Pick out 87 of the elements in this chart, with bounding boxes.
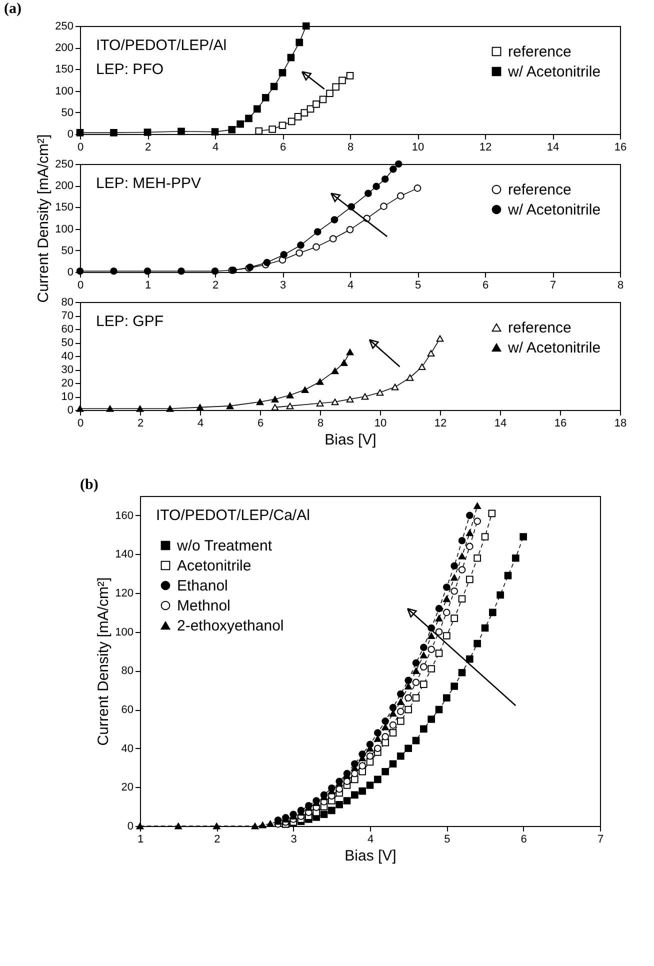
y-tick-label: 160 xyxy=(115,510,134,522)
x-tick-label: 2 xyxy=(214,834,220,846)
annotation: LEP: PFO xyxy=(96,61,164,78)
x-tick-label: 18 xyxy=(614,418,627,430)
y-tick-label: 20 xyxy=(61,378,74,390)
x-tick-label: 14 xyxy=(494,418,507,430)
y-tick-label: 150 xyxy=(55,64,74,76)
x-tick-label: 1 xyxy=(144,280,152,292)
y-tick-label: 0 xyxy=(67,128,74,140)
x-tick-label: 10 xyxy=(412,142,424,154)
x-tick-label: 14 xyxy=(546,142,560,154)
y-tick-label: 140 xyxy=(115,548,134,561)
x-tick-label: 6 xyxy=(520,834,527,846)
x-tick-label: 2 xyxy=(144,142,152,154)
y-tick-label: 150 xyxy=(55,202,74,214)
legend-label: w/ Acetonitrile xyxy=(507,64,601,80)
y-tick-label: 30 xyxy=(61,364,74,376)
x-tick-label: 3 xyxy=(280,280,286,292)
legend-label: Methnol xyxy=(177,598,230,614)
y-tick-label: 250 xyxy=(55,158,74,170)
x-tick-label: 12 xyxy=(434,418,447,430)
legend-label: 2-ethoxyethanol xyxy=(177,618,284,634)
legend-label: w/ Acetonitrile xyxy=(507,340,601,356)
y-tick-label: 80 xyxy=(121,665,134,678)
x-tick-label: 6 xyxy=(257,418,264,430)
annotation: LEP: MEH-PPV xyxy=(96,175,202,192)
x-tick-label: 8 xyxy=(617,280,624,292)
y-tick-label: 0 xyxy=(67,404,74,416)
y-tick-label: 70 xyxy=(61,310,74,322)
y-tick-label: 200 xyxy=(55,42,74,54)
y-tick-label: 10 xyxy=(61,391,74,403)
x-tick-label: 5 xyxy=(444,834,450,846)
x-tick-label: 8 xyxy=(347,142,354,154)
y-tick-label: 50 xyxy=(61,106,74,119)
annotation: ITO/PEDOT/LEP/Al xyxy=(96,37,227,54)
y-tick-label: 50 xyxy=(61,337,74,349)
x-tick-label: 8 xyxy=(317,418,324,430)
y-tick-label: 250 xyxy=(55,20,74,32)
x-tick-label: 1 xyxy=(137,834,144,846)
annotation: ITO/PEDOT/LEP/Ca/Al xyxy=(156,507,310,524)
x-tick-label: 4 xyxy=(347,280,354,292)
y-tick-label: 0 xyxy=(127,820,134,832)
y-tick-label: 40 xyxy=(121,742,134,755)
y-tick-label: 0 xyxy=(67,266,74,278)
legend-label: reference xyxy=(508,44,572,60)
y-tick-label: 20 xyxy=(121,782,134,794)
x-tick-label: 6 xyxy=(280,142,286,154)
chart-title: (b) xyxy=(80,477,98,493)
y-tick-label: 100 xyxy=(115,626,134,638)
x-tick-label: 10 xyxy=(374,418,387,430)
x-tick-label: 7 xyxy=(597,834,604,846)
y-tick-label: 100 xyxy=(55,85,74,98)
x-tick-label: 2 xyxy=(212,280,219,292)
x-tick-label: 4 xyxy=(367,834,374,846)
y-tick-label: 60 xyxy=(61,324,74,336)
x-tick-label: 3 xyxy=(290,834,297,846)
y-tick-label: 100 xyxy=(55,223,74,236)
x-tick-label: 0 xyxy=(77,142,84,154)
x-tick-label: 6 xyxy=(482,280,489,292)
chart-title: (a) xyxy=(4,1,22,17)
legend-label: Ethanol xyxy=(177,578,228,594)
y-tick-label: 50 xyxy=(61,244,74,257)
x-axis-title: Bias [V] xyxy=(344,848,396,864)
y-tick-label: 60 xyxy=(121,704,134,716)
x-tick-label: 12 xyxy=(479,142,492,154)
legend-label: w/ Acetonitrile xyxy=(507,202,601,218)
legend-label: w/o Treatment xyxy=(176,538,273,554)
x-tick-label: 16 xyxy=(554,418,567,430)
x-tick-label: 4 xyxy=(197,418,204,430)
x-tick-label: 0 xyxy=(77,280,84,292)
x-tick-label: 7 xyxy=(550,280,556,292)
x-tick-label: 16 xyxy=(614,142,627,154)
legend-label: reference xyxy=(508,182,572,198)
y-tick-label: 80 xyxy=(61,296,74,308)
y-axis-title: Current Density [mA/cm²] xyxy=(95,577,112,746)
y-tick-label: 120 xyxy=(115,588,134,600)
x-tick-label: 5 xyxy=(414,280,422,292)
x-tick-label: 2 xyxy=(137,418,144,430)
y-tick-label: 40 xyxy=(61,350,74,362)
x-tick-label: 4 xyxy=(212,142,219,154)
x-axis-title: Bias [V] xyxy=(324,432,376,448)
annotation: LEP: GPF xyxy=(96,313,164,330)
y-tick-label: 200 xyxy=(55,180,74,192)
legend-label: Acetonitrile xyxy=(177,558,252,574)
y-axis-title: Current Density [mA/cm²] xyxy=(35,134,52,303)
legend-label: reference xyxy=(508,320,572,336)
x-tick-label: 0 xyxy=(77,418,84,430)
